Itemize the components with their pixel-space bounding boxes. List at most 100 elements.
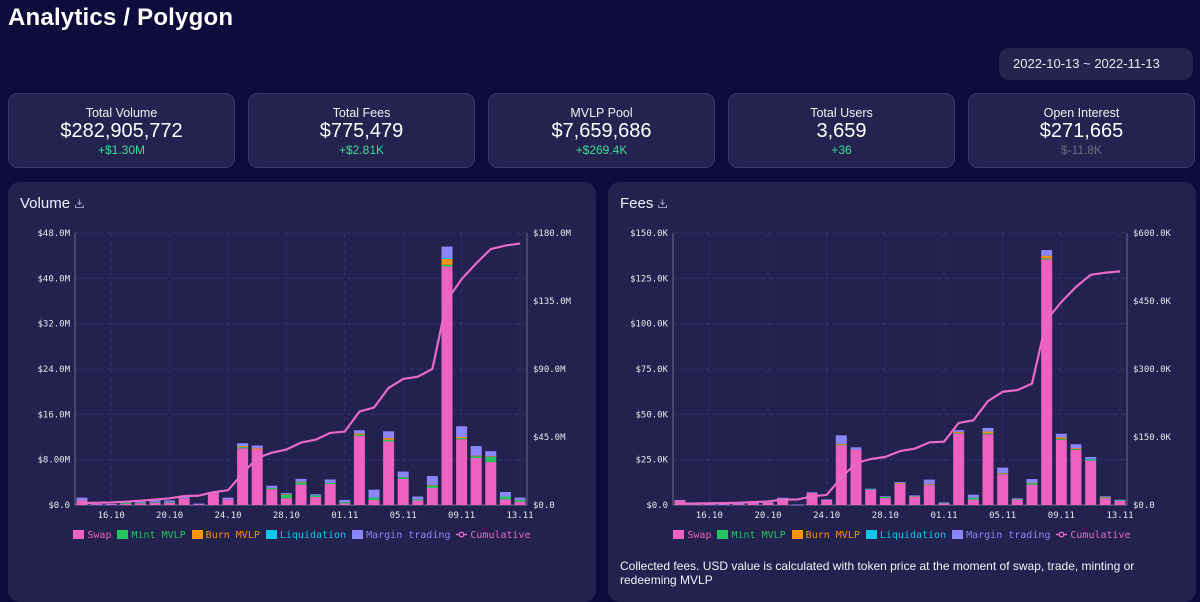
page-title: Analytics / Polygon: [8, 4, 234, 31]
bar-margin: [134, 501, 146, 503]
bar-margin: [412, 496, 424, 500]
bar-margin: [1070, 444, 1082, 449]
bar-swap: [762, 502, 774, 505]
bar-swap: [1041, 259, 1053, 505]
bar-burn: [1041, 255, 1053, 259]
stat-value: $7,659,686: [551, 120, 652, 142]
bar-margin: [806, 492, 818, 494]
legend-item-cumulative[interactable]: Cumulative: [1056, 530, 1131, 541]
bar-burn: [923, 484, 935, 485]
bar-swap: [134, 503, 146, 505]
bar-margin: [982, 427, 994, 432]
bar-swap: [456, 439, 468, 505]
legend-item-margin[interactable]: Margin trading: [352, 530, 450, 541]
bar-swap: [982, 434, 994, 505]
x-tick-label: 16.10: [696, 511, 723, 521]
bar-swap: [310, 497, 322, 505]
bar-swap: [821, 499, 833, 505]
legend-item-liquidation[interactable]: Liquidation: [865, 530, 947, 541]
bar-swap: [879, 498, 891, 505]
legend-item-swap[interactable]: Swap: [73, 530, 111, 541]
stat-label: Total Users: [810, 106, 873, 120]
bar-burn: [470, 455, 482, 457]
bar-margin: [91, 503, 103, 505]
bar-margin: [266, 485, 278, 488]
legend-item-swap[interactable]: Swap: [673, 530, 711, 541]
bar-mint: [339, 502, 351, 504]
legend-item-margin[interactable]: Margin trading: [952, 530, 1050, 541]
stat-change: +$269.4K: [575, 143, 628, 157]
bar-swap: [733, 503, 745, 505]
stat-label: Open Interest: [1043, 106, 1120, 120]
bar-liquidation: [1085, 458, 1097, 460]
bar-margin: [674, 499, 686, 501]
bar-mint: [1070, 449, 1082, 450]
y-tick-label: $75.0K: [635, 365, 668, 375]
legend-item-mint[interactable]: Mint MVLP: [717, 530, 786, 541]
bar-mint: [953, 432, 965, 434]
stat-card-total-fees: Total Fees $775,479 +$2.81K: [248, 93, 475, 168]
bar-mint: [149, 502, 161, 503]
bar-margin: [76, 497, 88, 501]
y2-tick-label: $135.0M: [533, 297, 572, 307]
bar-margin: [967, 494, 979, 498]
bar-swap: [193, 504, 205, 506]
bar-swap: [967, 499, 979, 505]
bar-margin: [733, 503, 745, 505]
bar-swap: [1099, 498, 1111, 505]
date-range-picker[interactable]: 2022-10-13 ~ 2022-11-13: [999, 48, 1193, 80]
fees-note: Collected fees. USD value is calculated …: [620, 559, 1135, 587]
download-icon[interactable]: [75, 199, 85, 208]
y2-tick-label: $0.0: [533, 501, 555, 511]
cumulative-line: [679, 270, 1121, 505]
y-tick-label: $150.0K: [630, 229, 669, 239]
bar-swap: [953, 433, 965, 505]
y-tick-label: $16.0M: [37, 410, 70, 420]
x-tick-label: 09.11: [448, 511, 475, 521]
bar-swap: [1070, 449, 1082, 505]
bar-swap: [1011, 499, 1023, 505]
bar-swap: [909, 496, 921, 505]
bar-burn: [1099, 497, 1111, 498]
fees-legend: Swap Mint MVLP Burn MVLP Liquidation Margin …: [608, 530, 1196, 541]
bar-mint: [923, 484, 935, 486]
bar-mint: [368, 497, 380, 500]
legend-item-burn[interactable]: Burn MVLP: [791, 530, 860, 541]
y-tick-label: $24.0M: [37, 365, 70, 375]
legend-item-burn[interactable]: Burn MVLP: [191, 530, 260, 541]
bar-mint: [456, 438, 468, 440]
bar-margin: [894, 481, 906, 483]
legend-item-liquidation[interactable]: Liquidation: [265, 530, 346, 541]
legend-swatch: [73, 530, 85, 539]
legend-item-mint[interactable]: Mint MVLP: [117, 530, 186, 541]
x-tick-label: 24.10: [214, 511, 241, 521]
bar-swap: [178, 498, 190, 505]
bar-burn: [997, 473, 1009, 474]
bar-swap: [514, 501, 526, 505]
y2-tick-label: $600.0K: [1133, 229, 1172, 239]
cumulative-line: [81, 242, 521, 505]
bar-mint: [353, 434, 365, 436]
bar-mint: [120, 502, 132, 504]
bar-mint: [1041, 258, 1053, 260]
bar-swap: [397, 478, 409, 505]
legend-label: Liquidation: [879, 530, 947, 541]
x-tick-label: 05.11: [989, 511, 1016, 521]
bar-mint: [1026, 482, 1038, 485]
bar-swap: [251, 449, 263, 505]
bar-margin: [850, 447, 862, 450]
bar-swap: [237, 448, 249, 505]
bar-swap: [850, 449, 862, 505]
bar-mint: [1099, 497, 1111, 499]
download-icon[interactable]: [658, 199, 668, 208]
bar-mint: [470, 456, 482, 458]
bar-swap: [1114, 501, 1126, 505]
legend-swatch: [265, 530, 277, 539]
x-tick-label: 01.11: [331, 511, 358, 521]
bar-margin: [383, 431, 395, 439]
bar-margin: [397, 471, 409, 478]
bar-mint: [835, 444, 847, 446]
legend-item-cumulative[interactable]: Cumulative: [456, 530, 531, 541]
bar-mint: [295, 482, 307, 485]
bar-margin: [1085, 456, 1097, 459]
